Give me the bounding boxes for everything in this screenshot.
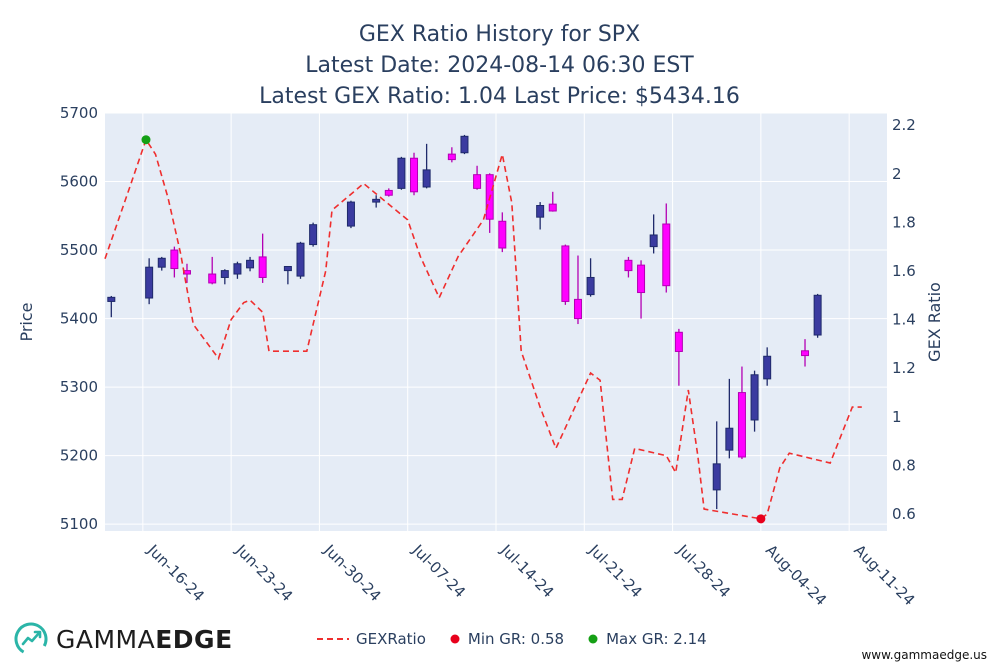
green-dot-icon — [588, 634, 598, 644]
candle-body — [498, 220, 507, 249]
candle-body — [536, 205, 545, 218]
candle-body — [573, 298, 582, 320]
x-tick-label: Jun-30-24 — [320, 540, 385, 605]
candle-body — [473, 174, 482, 189]
chart-title-line-1: GEX Ratio History for SPX — [358, 22, 641, 47]
y-left-tick-label: 5200 — [60, 447, 98, 465]
candle-body — [145, 266, 154, 299]
dashed-line-icon — [317, 638, 349, 640]
y-left-tick-label: 5400 — [60, 310, 98, 328]
y-left-axis-title: Price — [17, 302, 36, 341]
brand-name-light: GAMMA — [56, 624, 156, 654]
gex-ratio-line — [104, 137, 862, 520]
x-tick-label: Jul-14-24 — [496, 540, 557, 601]
candle-body — [220, 270, 229, 278]
y-right-tick-label: 2 — [892, 165, 902, 183]
x-tick-label: Jun-16-24 — [143, 540, 208, 605]
candle-body — [750, 374, 759, 421]
chart-title-line-2: Latest Date: 2024-08-14 06:30 EST — [305, 53, 694, 78]
x-tick-label: Aug-04-24 — [762, 541, 830, 609]
candle-body — [586, 276, 595, 296]
x-tick-label: Jun-23-24 — [232, 540, 297, 605]
candle-body — [561, 245, 570, 302]
candle-body — [763, 355, 772, 380]
y-left-tick-label: 5600 — [60, 173, 98, 191]
x-tick-label: Aug-11-24 — [850, 541, 918, 609]
candle-body — [548, 203, 557, 212]
y-right-tick-label: 1.6 — [892, 262, 916, 280]
candle-body — [107, 296, 116, 302]
candle-body — [712, 463, 721, 491]
candle-body — [384, 189, 393, 196]
legend-label-max: Max GR: 2.14 — [606, 630, 707, 648]
candle-body — [674, 331, 683, 352]
candle-body — [346, 201, 355, 227]
legend-label-gexratio: GEXRatio — [356, 630, 426, 648]
y-right-tick-label: 2.2 — [892, 116, 916, 134]
candle-body — [649, 234, 658, 248]
y-right-axis-title: GEX Ratio — [925, 282, 944, 362]
brand-name: GAMMAEDGE — [56, 625, 233, 654]
candle-body — [372, 198, 381, 203]
candle-body — [258, 256, 267, 278]
red-dot-icon — [450, 634, 460, 644]
chart-legend: GEXRatio Min GR: 0.58 Max GR: 2.14 — [316, 630, 729, 648]
y-left-tick-label: 5500 — [60, 241, 98, 259]
candle-body — [447, 153, 456, 161]
gammaedge-logo-icon — [14, 622, 48, 656]
candle-body — [233, 263, 242, 275]
y-left-tick-label: 5700 — [60, 104, 98, 122]
candle-body — [813, 294, 822, 336]
legend-item-min[interactable]: Min GR: 0.58 — [448, 630, 564, 648]
y-left-tick-label: 5300 — [60, 378, 98, 396]
candle-body — [283, 265, 292, 272]
legend-label-min: Min GR: 0.58 — [467, 630, 565, 648]
candle-body — [397, 157, 406, 189]
x-tick-label: Jul-28-24 — [673, 540, 734, 601]
candle-body — [460, 135, 469, 154]
y-right-tick-label: 1.8 — [892, 213, 916, 231]
brand-logo-area: GAMMAEDGE — [14, 622, 233, 656]
candle-body — [422, 169, 431, 188]
x-tick-label: Jul-07-24 — [408, 540, 469, 601]
candle-body — [157, 257, 166, 268]
legend-item-max[interactable]: Max GR: 2.14 — [586, 630, 707, 648]
y-right-tick-label: 1 — [892, 408, 902, 426]
y-right-tick-label: 1.2 — [892, 359, 916, 377]
max-gex-marker — [141, 135, 151, 145]
candle-body — [662, 223, 671, 287]
y-left-tick-label: 5100 — [60, 515, 98, 533]
candle-body — [170, 249, 179, 270]
candle-body — [246, 259, 255, 269]
candle-body — [624, 259, 633, 272]
brand-name-bold: EDGE — [155, 624, 233, 654]
candle-body — [208, 273, 217, 284]
candle-body — [309, 224, 318, 246]
candle-body — [725, 427, 734, 451]
y-right-tick-label: 0.8 — [892, 456, 916, 474]
y-right-tick-label: 0.6 — [892, 505, 916, 523]
candle-body — [296, 242, 305, 277]
legend-item-gexratio[interactable]: GEXRatio — [316, 630, 426, 648]
chart-title-line-3: Latest GEX Ratio: 1.04 Last Price: $5434… — [259, 84, 740, 109]
website-url[interactable]: www.gammaedge.us — [861, 648, 987, 662]
candle-body — [410, 157, 419, 193]
candle-body — [801, 350, 810, 357]
x-tick-label: Jul-21-24 — [585, 540, 646, 601]
candle-body — [737, 392, 746, 458]
y-right-tick-label: 1.4 — [892, 311, 916, 329]
min-gex-marker — [756, 514, 766, 524]
candle-body — [637, 264, 646, 294]
